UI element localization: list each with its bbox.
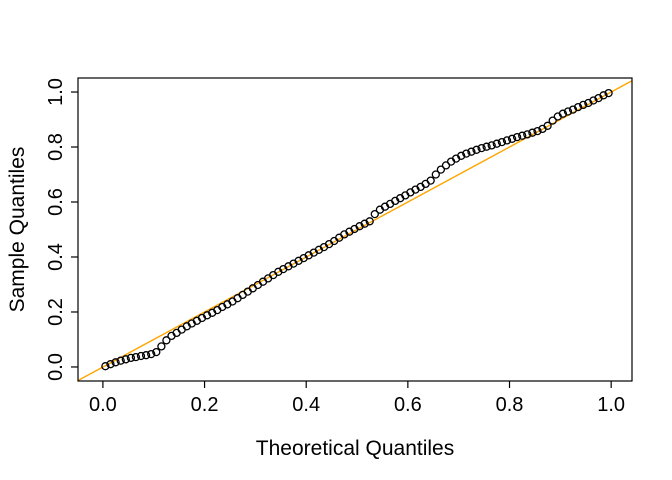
data-point [462,149,471,158]
data-point [431,170,440,179]
data-point [202,311,212,320]
data-point [512,132,522,142]
data-point [116,356,125,365]
data-point [568,105,578,114]
data-point [492,139,501,148]
data-point [497,137,507,147]
data-point [141,351,151,360]
y-axis-title: Sample Quantiles [6,147,29,313]
x-tick-label: 0.0 [89,394,117,416]
x-axis-ticks: 0.0 0.2 0.4 0.6 0.8 1.0 [89,381,625,416]
data-point [528,128,537,137]
data-point [370,209,379,219]
data-point [589,96,598,105]
data-point [573,102,583,112]
data-point [523,130,532,139]
x-tick-label: 0.2 [191,394,219,416]
data-point [355,222,364,231]
x-tick-label: 0.6 [394,394,422,416]
y-tick-label: 1.0 [45,78,67,106]
data-point [584,98,593,108]
x-tick-label: 0.8 [496,394,524,416]
reference-line-group [77,80,633,382]
data-point [106,360,115,369]
data-point [563,107,573,116]
y-tick-label: 0.8 [45,133,67,161]
plot-border [77,77,633,382]
data-point [548,116,557,125]
y-tick-label: 0.0 [45,353,67,381]
data-point [457,151,466,160]
data-point [131,352,141,362]
data-point [487,141,496,150]
y-axis-ticks: 0.0 0.2 0.4 0.6 0.8 1.0 [45,78,78,381]
data-point [579,100,588,110]
data-point [599,91,608,100]
data-point [502,136,512,145]
data-point [533,126,542,136]
reference-line [77,80,633,382]
data-point [157,342,166,351]
data-point [360,219,369,228]
data-point [233,294,242,303]
y-tick-label: 0.6 [45,188,67,216]
data-point [152,347,161,357]
data-point [238,290,247,300]
data-point [472,145,481,154]
data-point [177,325,186,334]
data-point [111,358,120,367]
data-point [467,147,476,156]
x-axis-title: Theoretical Quantiles [256,437,454,460]
x-tick-label: 1.0 [597,394,625,416]
data-point [121,355,130,364]
y-tick-label: 0.2 [45,298,67,326]
data-point [558,109,568,118]
data-point [518,131,527,140]
data-point [365,217,374,226]
data-point [426,176,435,185]
data-point [162,336,171,345]
x-tick-label: 0.4 [292,394,320,416]
data-point [604,88,613,98]
data-point [101,362,110,371]
data-point [126,353,136,363]
data-point [507,134,517,143]
data-points [101,88,613,371]
y-tick-label: 0.4 [45,243,67,271]
data-point [436,165,446,174]
data-point [147,349,156,359]
data-point [136,351,146,361]
data-point [482,142,491,151]
data-point [543,121,552,130]
data-point [477,143,486,153]
